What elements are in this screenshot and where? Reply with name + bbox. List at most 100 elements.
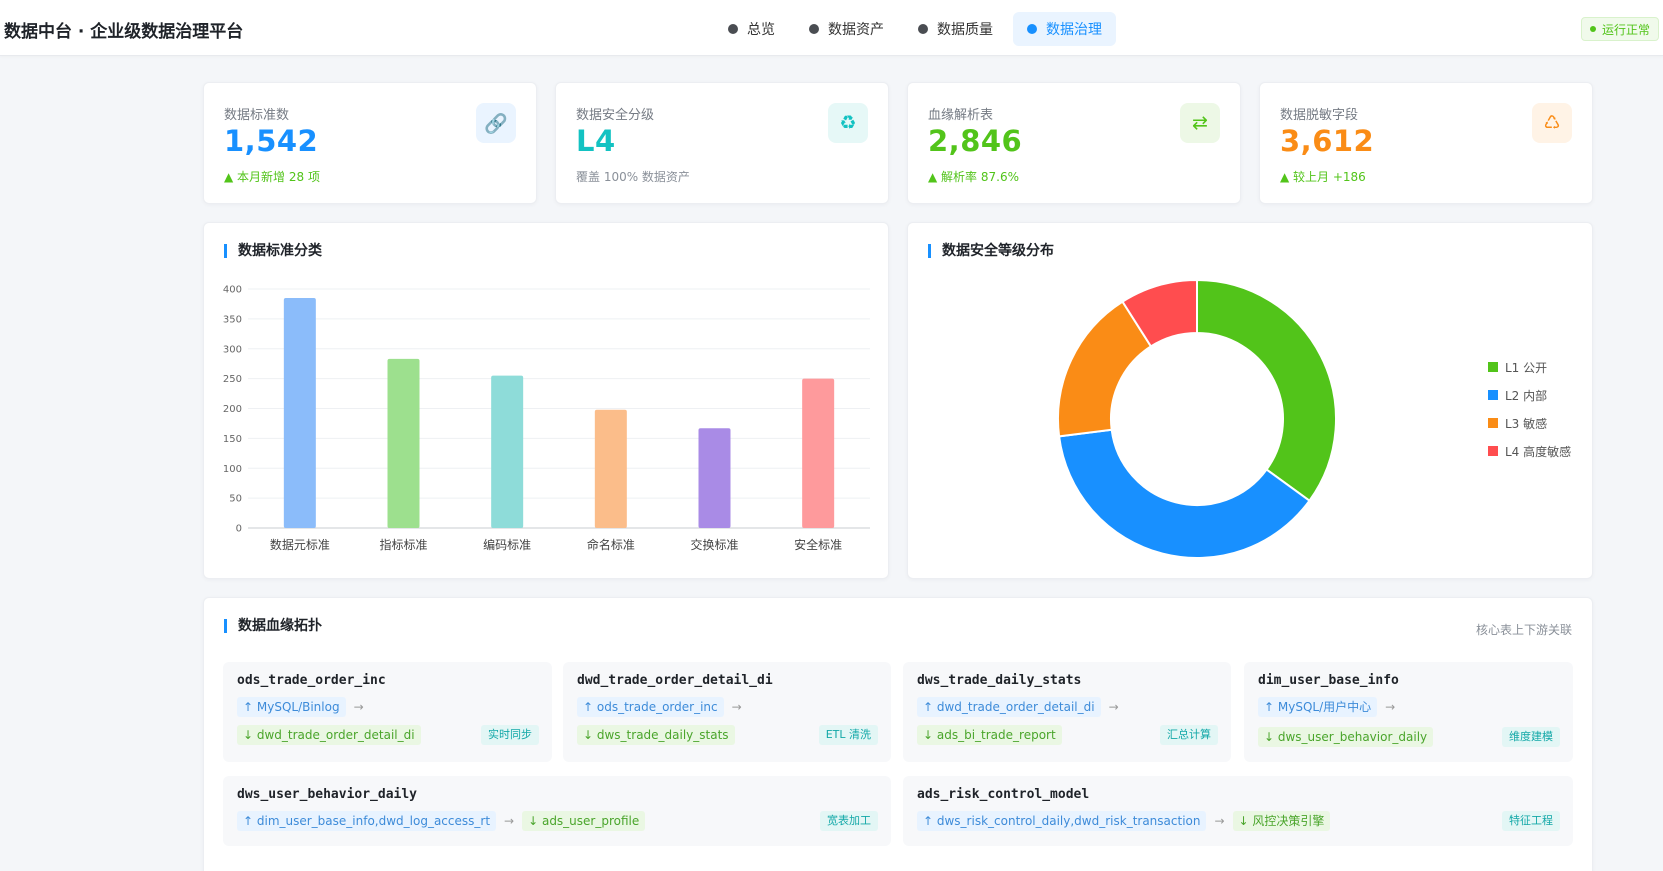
downstream-chip[interactable]: ↓ dws_trade_daily_stats [577, 725, 735, 745]
lineage-panel: 数据血缘拓扑 核心表上下游关联 ods_trade_order_inc ↑ My… [203, 597, 1593, 871]
upstream-chip[interactable]: ↑ ods_trade_order_inc [577, 697, 724, 717]
downstream-chip[interactable]: ↓ ads_user_profile [522, 811, 646, 831]
process-tag: 维度建模 [1502, 727, 1560, 747]
downstream-chip[interactable]: ↓ dws_user_behavior_daily [1258, 727, 1434, 747]
dot-icon [809, 24, 819, 34]
arrow-right-icon: → [353, 700, 364, 714]
legend-label: L1 公开 [1505, 360, 1548, 375]
nav-item-data-governance[interactable]: 数据治理 [1013, 12, 1116, 46]
y-tick-label: 250 [223, 374, 242, 385]
panel-subtitle: 核心表上下游关联 [1475, 623, 1572, 637]
legend-label: L3 敏感 [1505, 416, 1548, 431]
y-tick-label: 0 [236, 524, 242, 535]
x-tick-label: 数据元标准 [270, 537, 330, 552]
lineage-node[interactable]: dim_user_base_info ↑ MySQL/用户中心 → ↓ dws_u… [1244, 662, 1573, 762]
table-name: ods_trade_order_inc [237, 673, 386, 688]
link-icon: 🔗 [476, 103, 516, 143]
downstream-chip[interactable]: ↓ 风控决策引擎 [1232, 811, 1331, 831]
arrow-right-icon: → [1214, 814, 1225, 828]
arrow-right-icon: → [1108, 700, 1119, 714]
nav-item-overview[interactable]: 总览 [714, 12, 789, 46]
process-tag: 实时同步 [481, 725, 539, 745]
table-name: dws_user_behavior_daily [237, 787, 418, 802]
x-tick-label: 指标标准 [379, 537, 427, 552]
bar [802, 378, 835, 528]
security-distribution-panel: 数据安全等级分布 L1 公开 L2 内部 L3 敏感 L4 高度敏感 [907, 222, 1593, 579]
kpi-trend: ▲ 较上月 +186 [1280, 170, 1366, 184]
kpi-value: 1,542 [224, 124, 319, 158]
y-tick-label: 350 [223, 314, 242, 325]
legend-label: L2 内部 [1505, 388, 1548, 403]
arrow-right-icon: → [731, 700, 742, 714]
kpi-value: 3,612 [1280, 124, 1375, 158]
dot-icon [918, 24, 928, 34]
standards-chart-panel: 数据标准分类 0 50 100 150 200 250 300 350 400 数据元标准 指标标准… [203, 222, 889, 579]
kpi-label: 数据标准数 [224, 108, 290, 123]
kpi-label: 数据脱敏字段 [1280, 108, 1359, 123]
top-bar: 数据中台 · 企业级数据治理平台 总览 数据资产 数据质量 数据治理 运行正常 [0, 0, 1663, 56]
recycle-icon: ♻ [828, 103, 868, 143]
legend-swatch [1488, 362, 1498, 372]
arrow-right-icon: → [504, 814, 515, 828]
dot-icon [728, 24, 738, 34]
app-title: 数据中台 · 企业级数据治理平台 [4, 22, 244, 42]
kpi-note: 覆盖 100% 数据资产 [576, 170, 690, 184]
downstream-chip[interactable]: ↓ ads_bi_trade_report [917, 725, 1062, 745]
nav-item-data-quality[interactable]: 数据质量 [904, 12, 1007, 46]
panel-title: 数据血缘拓扑 [224, 619, 322, 633]
legend-item[interactable]: L3 敏感 [1488, 415, 1571, 431]
y-tick-label: 200 [223, 404, 242, 415]
lineage-node[interactable]: ads_risk_control_model ↑ dws_risk_contro… [903, 776, 1573, 846]
kpi-card-lineage-tables: 血缘解析表 2,846 ▲ 解析率 87.6% ⇄ [907, 82, 1241, 204]
process-tag: 汇总计算 [1160, 725, 1218, 745]
y-tick-label: 100 [223, 464, 242, 475]
legend-swatch [1488, 418, 1498, 428]
nav-item-label: 数据治理 [1046, 22, 1102, 38]
donut-chart [1057, 278, 1337, 559]
kpi-trend: ▲ 本月新增 28 项 [224, 170, 320, 184]
x-tick-label: 命名标准 [587, 537, 635, 552]
x-tick-label: 安全标准 [794, 537, 842, 552]
lineage-node[interactable]: dws_trade_daily_stats ↑ dwd_trade_order_… [903, 662, 1231, 762]
arrow-right-icon: → [1385, 700, 1396, 714]
bar [387, 358, 420, 528]
upstream-chip[interactable]: ↑ dwd_trade_order_detail_di [917, 697, 1101, 717]
swap-icon: ⇄ [1180, 103, 1220, 143]
downstream-chip[interactable]: ↓ dwd_trade_order_detail_di [237, 725, 421, 745]
upstream-chip[interactable]: ↑ dim_user_base_info,dwd_log_access_rt [237, 811, 497, 831]
kpi-label: 血缘解析表 [928, 108, 994, 123]
kpi-card-masked-fields: 数据脱敏字段 3,612 ▲ 较上月 +186 ♺ [1259, 82, 1593, 204]
lineage-node[interactable]: dwd_trade_order_detail_di ↑ ods_trade_or… [563, 662, 891, 762]
nav-item-data-assets[interactable]: 数据资产 [795, 12, 898, 46]
bar [283, 297, 316, 528]
table-name: ads_risk_control_model [917, 787, 1090, 802]
legend-item[interactable]: L1 公开 [1488, 359, 1571, 375]
upstream-chip[interactable]: ↑ dws_risk_control_daily,dwd_risk_transa… [917, 811, 1207, 831]
panel-title: 数据安全等级分布 [928, 244, 1054, 258]
bar [594, 409, 627, 528]
y-tick-label: 400 [223, 285, 242, 296]
dot-icon [1027, 24, 1037, 34]
process-tag: 特征工程 [1502, 811, 1560, 831]
upstream-chip[interactable]: ↑ MySQL/Binlog [237, 697, 346, 717]
pie-slice [1121, 278, 1198, 348]
bar-chart: 0 50 100 150 200 250 300 350 400 数据元标准 指标标准 编码标准 命名标… [223, 285, 870, 552]
lineage-node[interactable]: ods_trade_order_inc ↑ MySQL/Binlog → ↓ dw… [223, 662, 552, 762]
status-dot-icon [1589, 26, 1596, 32]
status-badge: 运行正常 [1580, 17, 1659, 41]
y-tick-label: 300 [223, 344, 242, 355]
legend-item[interactable]: L4 高度敏感 [1488, 443, 1571, 459]
upstream-chip[interactable]: ↑ MySQL/用户中心 [1258, 697, 1378, 717]
chart-legend: L1 公开 L2 内部 L3 敏感 L4 高度敏感 [1488, 359, 1571, 471]
x-tick-label: 交换标准 [690, 537, 738, 552]
bar [491, 375, 524, 528]
process-tag: ETL 清洗 [818, 725, 878, 745]
table-name: dim_user_base_info [1258, 673, 1399, 688]
lineage-node[interactable]: dws_user_behavior_daily ↑ dim_user_base_… [223, 776, 891, 846]
kpi-card-standards: 数据标准数 1,542 ▲ 本月新增 28 项 🔗 [203, 82, 537, 204]
kpi-card-security-level: 数据安全分级 L4 覆盖 100% 数据资产 ♻ [555, 82, 889, 204]
legend-swatch [1488, 446, 1498, 456]
legend-item[interactable]: L2 内部 [1488, 387, 1571, 403]
process-tag: 宽表加工 [820, 811, 878, 831]
nav-item-label: 数据资产 [828, 22, 884, 38]
